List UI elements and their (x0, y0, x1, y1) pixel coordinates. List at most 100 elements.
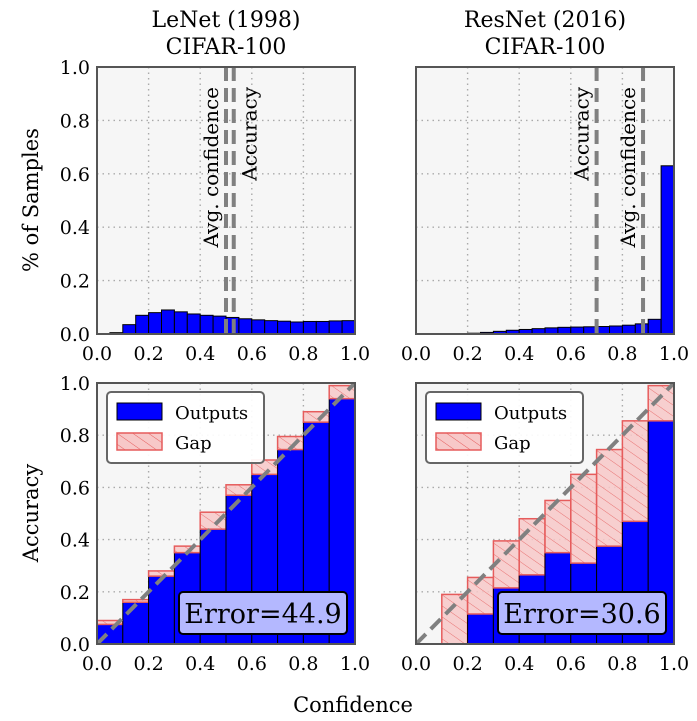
lenet-hist-x-tick: 0.4 (185, 343, 215, 365)
resnet-hist-x-tick: 1.0 (659, 343, 689, 365)
resnet-hist-x-tick: 0.0 (401, 343, 431, 365)
lenet-hist-bar (135, 314, 150, 334)
lenet-hist-bar (302, 320, 317, 334)
resnet-reliability-gap-bar (595, 448, 624, 547)
resnet-hist-marker-label: Accuracy (570, 86, 594, 181)
lenet-hist-bar (161, 309, 175, 334)
resnet-reliability-diagonal (416, 383, 674, 644)
lenet-reliability-x-tick: 1.0 (340, 653, 370, 675)
lenet-reliability-legend-outputs-label: Outputs (175, 403, 248, 424)
lenet-reliability-y-tick: 0.6 (60, 477, 90, 499)
resnet-reliability-x-tick: 0.8 (607, 653, 637, 675)
resnet-reliability-gap-bar (621, 420, 649, 523)
lenet-hist-bar (238, 318, 253, 334)
lenet-reliability-error-box-bg (178, 591, 348, 635)
lenet-hist-frame (96, 66, 356, 335)
figure-xlabel: Confidence (293, 693, 413, 717)
lenet-reliability-panel: 0.0 0.2 0.4 0.6 0.8 1.0 0.0 0.2 0.4 0.6 0.8 1.0 Outp… (60, 373, 370, 675)
lenet-hist-x-tick: 1.0 (340, 343, 370, 365)
lenet-hist-bar (328, 320, 343, 334)
lenet-hist-plot-area (109, 67, 355, 334)
resnet-reliability-x-tick: 0.0 (401, 653, 431, 675)
resnet-hist-bar (621, 324, 636, 334)
lenet-reliability-x-tick: 0.0 (82, 653, 112, 675)
lenet-reliability-legend-gap-swatch (116, 432, 163, 451)
lenet-reliability-ylabel: Accuracy (19, 464, 43, 564)
resnet-hist-bar (557, 326, 572, 334)
lenet-reliability-gap-bar (122, 598, 150, 603)
resnet-reliability-frame (415, 382, 675, 645)
resnet-reliability-gap-bar (570, 473, 598, 564)
lenet-hist-x-tick: 0.8 (288, 343, 318, 365)
lenet-hist-y-tick: 0.2 (60, 271, 90, 293)
lenet-reliability-y-tick: 0.0 (60, 634, 90, 656)
resnet-reliability-gap-bar (647, 384, 674, 422)
lenet-hist-bar (290, 321, 304, 334)
lenet-hist-bar (173, 311, 188, 334)
resnet-reliability-error-box-bg (497, 591, 667, 635)
lenet-reliability-legend-gap-label: Gap (175, 433, 212, 454)
resnet-reliability-x-tick: 0.4 (504, 653, 534, 675)
lenet-hist-y-tick: 0.8 (60, 110, 90, 132)
lenet-reliability-gap-bar (147, 570, 176, 577)
lenet-hist-y-tick: 1.0 (60, 57, 90, 79)
resnet-hist-x-tick: 0.6 (556, 343, 586, 365)
resnet-reliability-x-tick: 0.2 (452, 653, 482, 675)
resnet-hist-panel: 0.0 0.2 0.4 0.6 0.8 1.0 Accuracy Avg. confidenc… (401, 66, 689, 365)
resnet-hist-x-tick: 0.2 (452, 343, 482, 365)
resnet-reliability-x-tick: 0.6 (556, 653, 586, 675)
lenet-reliability-diagonal (97, 383, 355, 644)
lenet-hist-bar (264, 320, 279, 334)
lenet-reliability-x-tick: 0.2 (133, 653, 163, 675)
lenet-reliability-x-tick: 0.6 (237, 653, 267, 675)
resnet-reliability-x-tick: 1.0 (659, 653, 689, 675)
resnet-reliability-legend-gap-label: Gap (494, 433, 531, 454)
lenet-hist-bar (315, 320, 330, 334)
lenet-title-line1: LeNet (1998) (152, 8, 301, 33)
lenet-hist-marker-label: Accuracy (238, 86, 262, 181)
lenet-reliability-error-label: Error=44.9 (184, 599, 341, 630)
lenet-reliability-y-tick: 1.0 (60, 373, 90, 395)
lenet-reliability-x-tick: 0.8 (288, 653, 318, 675)
lenet-reliability-frame (96, 382, 356, 645)
resnet-hist-bar (609, 325, 623, 334)
lenet-hist-x-tick: 0.0 (82, 343, 112, 365)
resnet-title-line1: ResNet (2016) (464, 8, 626, 33)
lenet-reliability-y-tick: 0.4 (60, 530, 90, 552)
resnet-hist-bar (660, 165, 674, 334)
resnet-reliability-panel: 0.0 0.2 0.4 0.6 0.8 1.0 Outputs Gap Error=30.6 (401, 382, 689, 675)
lenet-reliability-output-bar (148, 575, 175, 644)
lenet-reliability-x-tick: 0.4 (185, 653, 215, 675)
resnet-reliability-gap-bar (441, 593, 469, 644)
resnet-hist-x-tick: 0.4 (504, 343, 534, 365)
resnet-reliability-legend-outputs-swatch (435, 402, 482, 421)
resnet-hist-x-tick: 0.8 (607, 343, 637, 365)
lenet-reliability-output-bar (122, 601, 150, 644)
resnet-hist-frame (415, 66, 675, 335)
resnet-hist-marker-label: Avg. confidence (616, 87, 640, 248)
lenet-hist-y-tick: 0.4 (60, 217, 90, 239)
resnet-hist-bar (647, 318, 662, 334)
lenet-hist-bar (277, 320, 292, 334)
lenet-hist-marker-label: Avg. confidence (199, 87, 223, 248)
resnet-reliability-error-box: Error=30.6 (497, 591, 667, 635)
lenet-hist-bar (341, 320, 355, 334)
lenet-hist-bar (199, 314, 214, 334)
lenet-hist-y-tick: 0.6 (60, 164, 90, 186)
lenet-reliability-y-tick: 0.8 (60, 425, 90, 447)
lenet-hist-ylabel: % of Samples (19, 128, 43, 272)
lenet-hist-y-tick: 0.0 (60, 324, 90, 346)
resnet-reliability-error-label: Error=30.6 (503, 599, 660, 630)
lenet-hist-bar (186, 313, 201, 334)
lenet-reliability-legend-outputs-swatch (116, 402, 163, 421)
resnet-hist-background (416, 67, 674, 334)
resnet-reliability-gap-bar (492, 540, 520, 589)
resnet-reliability-legend-outputs-label: Outputs (494, 403, 567, 424)
lenet-reliability-error-box: Error=44.9 (178, 591, 348, 635)
resnet-reliability-output-bar (467, 613, 494, 644)
lenet-reliability-legend: Outputs Gap (106, 391, 265, 464)
lenet-hist-bar (251, 319, 266, 334)
lenet-hist-x-tick: 0.6 (237, 343, 267, 365)
lenet-hist-bar (148, 312, 163, 334)
resnet-reliability-gap-bar (518, 517, 546, 576)
